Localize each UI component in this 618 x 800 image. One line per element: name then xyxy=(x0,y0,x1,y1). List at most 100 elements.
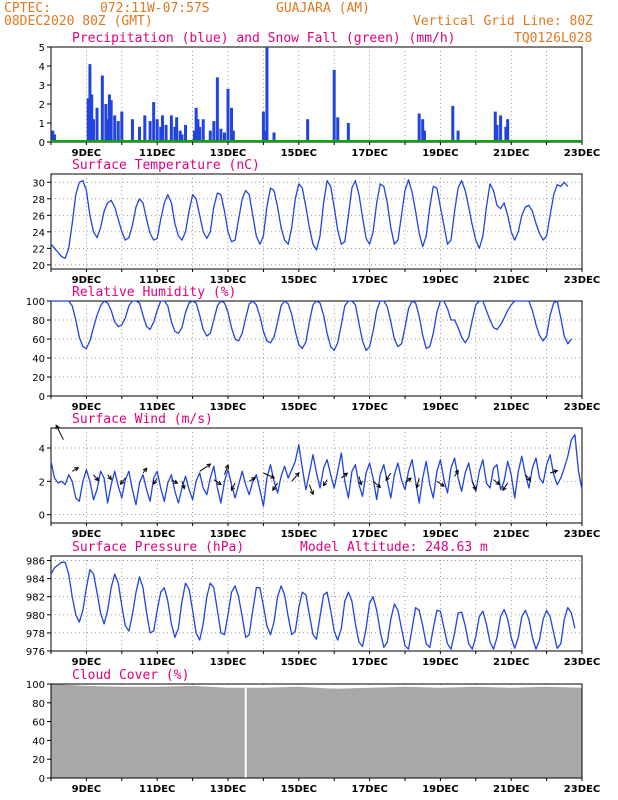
precip-bar xyxy=(194,107,198,142)
x-tick-label: 21DEC xyxy=(493,402,529,413)
precip-bar xyxy=(226,88,230,142)
cloud-area xyxy=(51,684,582,778)
wind-arrow xyxy=(55,425,64,440)
precip-bar xyxy=(113,115,117,142)
x-tick-label: 9DEC xyxy=(72,402,101,413)
x-tick-label: 9DEC xyxy=(72,529,101,540)
y-tick-label: 26 xyxy=(32,211,45,222)
x-tick-label: 13DEC xyxy=(210,148,246,159)
y-tick-label: 2 xyxy=(39,477,45,488)
x-tick-label: 15DEC xyxy=(281,275,317,286)
panel-title: Precipitation (blue) and Snow Fall (gree… xyxy=(72,31,456,46)
x-tick-label: 23DEC xyxy=(564,275,600,286)
series-line-rh xyxy=(51,300,572,352)
panel-temp: 20 22 24 26 28 30 9DEC 11DEC 13DEC 15DEC 17DEC 19DE… xyxy=(32,158,600,286)
wind-arrow xyxy=(436,480,445,487)
header-grid-note: Vertical Grid Line: 80Z xyxy=(413,14,593,29)
series-line-pressure xyxy=(50,561,576,650)
x-tick-label: 11DEC xyxy=(139,784,175,795)
panel-title: Cloud Cover (%) xyxy=(72,668,189,683)
series-line-temp xyxy=(50,179,569,259)
header-location: GUAJARA (AM) xyxy=(276,1,370,16)
x-tick-label: 21DEC xyxy=(493,657,529,668)
panel-frame xyxy=(50,173,583,270)
panel-title: Surface Pressure (hPa) xyxy=(72,540,244,555)
y-tick-label: 980 xyxy=(26,611,45,622)
x-tick-label: 21DEC xyxy=(493,529,529,540)
wind-arrow xyxy=(248,477,256,482)
y-tick-label: 5 xyxy=(39,43,45,54)
wind-arrow xyxy=(404,477,412,484)
panel-frame xyxy=(50,46,583,143)
x-tick-label: 19DEC xyxy=(422,148,458,159)
x-tick-label: 19DEC xyxy=(422,784,458,795)
x-tick-label: 19DEC xyxy=(422,657,458,668)
precip-bar xyxy=(417,113,421,142)
precip-bar xyxy=(499,115,503,142)
precip-bar xyxy=(495,124,499,142)
wind-arrow-head xyxy=(142,467,148,473)
wind-arrow-head xyxy=(107,475,112,481)
precip-bar xyxy=(192,130,196,142)
y-tick-label: 80 xyxy=(32,699,45,710)
wind-arrow-head xyxy=(217,480,222,486)
panel-frame xyxy=(50,555,583,652)
precip-bar xyxy=(493,111,497,142)
cloud-gap xyxy=(244,684,247,778)
precip-bar xyxy=(120,111,124,142)
precip-bar xyxy=(263,130,267,142)
precip-bar xyxy=(332,69,336,142)
y-tick-label: 0 xyxy=(39,511,45,522)
header-run: 08DEC2020 80Z (GMT) xyxy=(4,14,153,29)
precip-bar xyxy=(90,94,94,142)
wind-arrow-head xyxy=(440,482,445,487)
precip-bar xyxy=(152,102,156,142)
x-tick-label: 11DEC xyxy=(139,402,175,413)
precip-bar xyxy=(219,128,223,142)
x-tick-label: 13DEC xyxy=(210,275,246,286)
panel-precip: 0 1 2 3 4 5 9DEC 11DEC 13DEC 15DEC 17DEC 19DEC 21DEC… xyxy=(39,31,601,159)
panel-wind: 0 2 4 9DEC 11DEC 13DEC 15DEC 17DEC 19DEC 21DEC 23D… xyxy=(39,412,601,540)
precip-bar xyxy=(164,124,168,142)
y-tick-label: 100 xyxy=(26,680,45,691)
panel-title: Surface Temperature (nC) xyxy=(72,158,260,173)
header-source: CPTEC: xyxy=(4,1,51,16)
x-tick-label: 19DEC xyxy=(422,275,458,286)
precip-bar xyxy=(265,47,269,142)
wind-arrow xyxy=(263,472,275,479)
precip-bar xyxy=(346,123,350,142)
wind-arrow-head xyxy=(272,486,277,492)
precip-bar xyxy=(198,126,202,142)
y-tick-label: 60 xyxy=(32,335,45,346)
wind-arrow xyxy=(358,476,362,485)
wind-arrow xyxy=(153,477,158,485)
x-tick-label: 17DEC xyxy=(351,784,387,795)
precip-bar xyxy=(506,119,510,142)
precip-bar xyxy=(196,119,200,142)
x-tick-label: 11DEC xyxy=(139,148,175,159)
precip-bar xyxy=(155,119,159,142)
x-tick-label: 23DEC xyxy=(564,402,600,413)
precip-bar xyxy=(100,75,104,142)
wind-arrow-head xyxy=(322,481,328,487)
y-tick-label: 986 xyxy=(26,557,45,568)
wind-arrow xyxy=(223,464,229,475)
wind-arrow xyxy=(291,472,300,482)
wind-arrow-head xyxy=(385,476,390,482)
x-tick-label: 9DEC xyxy=(72,657,101,668)
y-tick-label: 0 xyxy=(39,774,45,785)
panel-pressure: 976 978 980 982 984 986 9DEC 11DEC 13DEC 15DEC 17D… xyxy=(26,540,600,668)
wind-arrow xyxy=(213,479,222,485)
precip-bar xyxy=(222,132,226,142)
y-tick-label: 978 xyxy=(26,629,45,640)
panel-frame xyxy=(50,427,583,524)
wind-arrow-head xyxy=(495,480,501,486)
wind-arrow-head xyxy=(153,479,158,485)
x-tick-label: 23DEC xyxy=(564,657,600,668)
y-tick-label: 0 xyxy=(39,392,45,403)
wind-arrow-head xyxy=(119,479,125,485)
x-tick-label: 13DEC xyxy=(210,402,246,413)
y-tick-label: 1 xyxy=(39,119,45,130)
wind-arrow-head xyxy=(181,484,186,490)
precip-bar xyxy=(336,117,340,142)
